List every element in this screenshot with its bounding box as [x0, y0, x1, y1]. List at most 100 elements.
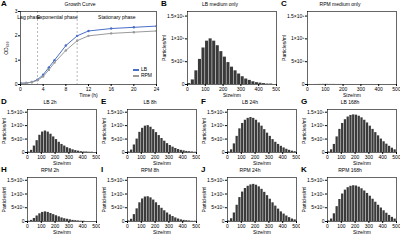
svg-text:400: 400 [179, 154, 188, 160]
svg-text:500: 500 [272, 86, 280, 92]
svg-text:100: 100 [137, 223, 146, 229]
svg-text:1.5×10⁹: 1.5×10⁹ [7, 109, 25, 115]
svg-text:0: 0 [26, 154, 29, 160]
svg-text:0: 0 [222, 218, 225, 224]
svg-text:OD₆₀₀: OD₆₀₀ [3, 41, 9, 55]
svg-text:500: 500 [392, 223, 400, 229]
svg-text:5×10⁸: 5×10⁸ [171, 58, 184, 64]
svg-text:100: 100 [321, 86, 330, 92]
svg-text:24: 24 [154, 86, 160, 92]
svg-text:500: 500 [92, 223, 100, 229]
svg-text:5×10⁸: 5×10⁸ [11, 204, 24, 210]
svg-text:Particles/ml: Particles/ml [201, 118, 207, 144]
svg-text:1.5×10⁹: 1.5×10⁹ [167, 13, 185, 19]
svg-text:5×10⁸: 5×10⁸ [311, 204, 324, 210]
svg-text:1×10⁹: 1×10⁹ [11, 191, 24, 197]
svg-text:5×10⁸: 5×10⁸ [211, 204, 224, 210]
svg-text:5×10⁸: 5×10⁸ [11, 136, 24, 142]
svg-text:0: 0 [186, 86, 189, 92]
svg-text:400: 400 [279, 154, 288, 160]
svg-text:100: 100 [237, 223, 246, 229]
svg-text:0: 0 [226, 154, 229, 160]
svg-text:500: 500 [92, 154, 100, 160]
svg-text:100: 100 [337, 223, 346, 229]
svg-text:0: 0 [222, 149, 225, 155]
svg-text:500: 500 [292, 223, 300, 229]
svg-text:1×10⁹: 1×10⁹ [291, 35, 304, 41]
svg-text:Size/nm: Size/nm [353, 229, 371, 235]
svg-text:0: 0 [306, 86, 309, 92]
svg-text:Particles/ml: Particles/ml [301, 187, 307, 213]
svg-text:0: 0 [226, 223, 229, 229]
svg-text:1×10⁹: 1×10⁹ [311, 122, 324, 128]
svg-text:4: 4 [42, 86, 45, 92]
svg-text:0: 0 [302, 81, 305, 87]
svg-text:0: 0 [126, 223, 129, 229]
svg-text:500: 500 [392, 86, 400, 92]
svg-text:1.5×10⁹: 1.5×10⁹ [107, 109, 125, 115]
svg-text:400: 400 [79, 223, 88, 229]
svg-text:1×10⁹: 1×10⁹ [211, 122, 224, 128]
svg-text:Time (h): Time (h) [79, 92, 98, 98]
svg-text:0: 0 [15, 81, 18, 87]
svg-text:0: 0 [19, 86, 22, 92]
svg-text:Size/nm: Size/nm [223, 92, 241, 98]
svg-text:0: 0 [22, 149, 25, 155]
svg-text:1×10⁹: 1×10⁹ [111, 191, 124, 197]
svg-text:0: 0 [126, 154, 129, 160]
svg-text:400: 400 [379, 154, 388, 160]
svg-text:1.5×10⁹: 1.5×10⁹ [287, 13, 305, 19]
svg-text:400: 400 [255, 86, 264, 92]
svg-text:0: 0 [22, 218, 25, 224]
svg-text:Size/nm: Size/nm [343, 92, 361, 98]
svg-text:100: 100 [237, 154, 246, 160]
svg-text:1.5×10⁹: 1.5×10⁹ [107, 177, 125, 183]
svg-text:0: 0 [326, 154, 329, 160]
svg-text:400: 400 [179, 223, 188, 229]
svg-text:400: 400 [379, 223, 388, 229]
svg-text:Particles/ml: Particles/ml [1, 187, 7, 213]
svg-text:100: 100 [37, 154, 46, 160]
svg-text:1: 1 [15, 57, 18, 63]
svg-text:1×10⁹: 1×10⁹ [11, 122, 24, 128]
svg-text:100: 100 [37, 223, 46, 229]
svg-text:5×10⁸: 5×10⁸ [111, 136, 124, 142]
svg-text:2: 2 [15, 32, 18, 38]
svg-text:0: 0 [182, 81, 185, 87]
svg-text:Stationary phase: Stationary phase [98, 14, 136, 20]
svg-text:1×10⁹: 1×10⁹ [211, 191, 224, 197]
svg-text:500: 500 [292, 154, 300, 160]
svg-text:1.5×10⁹: 1.5×10⁹ [207, 109, 225, 115]
svg-text:Particles/ml: Particles/ml [281, 35, 287, 61]
svg-text:500: 500 [392, 154, 400, 160]
svg-text:Size/nm: Size/nm [253, 160, 271, 166]
svg-text:Size/nm: Size/nm [253, 229, 271, 235]
svg-text:5×10⁸: 5×10⁸ [211, 136, 224, 142]
svg-text:100: 100 [337, 154, 346, 160]
svg-text:400: 400 [279, 223, 288, 229]
svg-text:5×10⁸: 5×10⁸ [111, 204, 124, 210]
svg-text:0: 0 [322, 218, 325, 224]
svg-text:1×10⁹: 1×10⁹ [311, 191, 324, 197]
svg-text:1×10⁹: 1×10⁹ [111, 122, 124, 128]
svg-text:8: 8 [64, 86, 67, 92]
svg-text:500: 500 [192, 223, 200, 229]
svg-text:400: 400 [375, 86, 384, 92]
svg-text:0: 0 [26, 223, 29, 229]
svg-text:16: 16 [108, 86, 114, 92]
svg-text:Particles/ml: Particles/ml [101, 118, 107, 144]
svg-text:5×10⁸: 5×10⁸ [291, 58, 304, 64]
svg-text:Size/nm: Size/nm [153, 160, 171, 166]
svg-text:1.5×10⁹: 1.5×10⁹ [307, 109, 325, 115]
svg-text:Size/nm: Size/nm [353, 160, 371, 166]
svg-text:20: 20 [131, 86, 137, 92]
svg-text:1.5×10⁹: 1.5×10⁹ [7, 177, 25, 183]
svg-text:100: 100 [201, 86, 210, 92]
svg-text:Particles/ml: Particles/ml [201, 187, 207, 213]
svg-text:1.5×10⁹: 1.5×10⁹ [307, 177, 325, 183]
svg-text:Size/nm: Size/nm [53, 160, 71, 166]
svg-text:Size/nm: Size/nm [153, 229, 171, 235]
svg-text:5×10⁸: 5×10⁸ [311, 136, 324, 142]
svg-text:1.5×10⁹: 1.5×10⁹ [207, 177, 225, 183]
svg-text:1×10⁹: 1×10⁹ [171, 35, 184, 41]
